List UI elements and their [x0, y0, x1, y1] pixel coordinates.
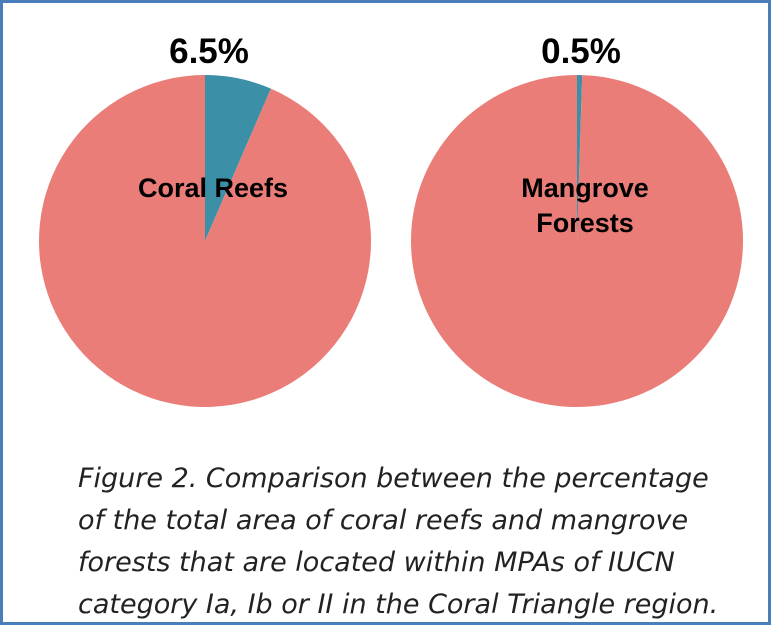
pie-label: Mangrove [521, 173, 649, 203]
value-label: 6.5% [169, 32, 249, 71]
value-label: 0.5% [541, 32, 621, 71]
caption-line: Figure 2. Comparison between the percent… [78, 463, 709, 494]
caption-line: of the total area of coral reefs and man… [78, 505, 688, 536]
pie-label: Forests [536, 208, 634, 238]
pie-slice [577, 75, 583, 241]
pie-slice [410, 74, 743, 407]
pie-slice [205, 75, 271, 241]
pie-label: Coral Reefs [138, 173, 288, 203]
caption-line: forests that are located within MPAs of … [78, 547, 675, 578]
pie-slice [38, 75, 372, 407]
caption-line: category Ia, Ib or II in the Coral Trian… [78, 589, 718, 620]
